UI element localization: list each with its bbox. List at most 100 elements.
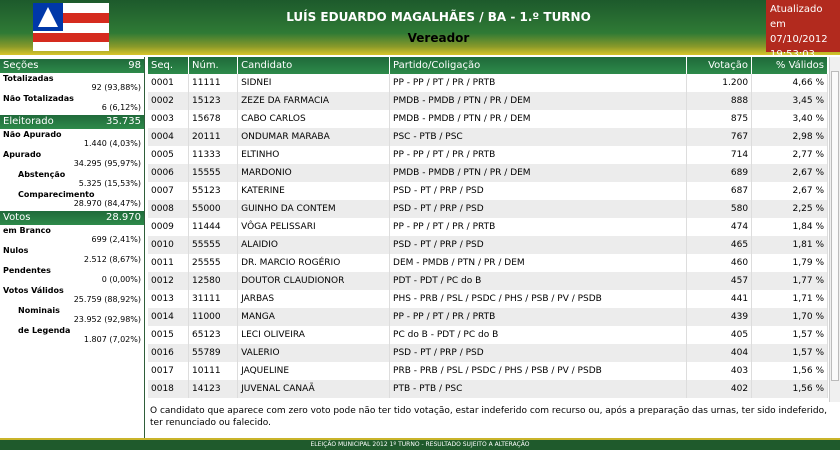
cell: 405 <box>686 326 753 344</box>
scrollbar[interactable] <box>829 57 840 402</box>
results-table: Seq. Núm. Candidato Partido/Coligação Votaçã… <box>148 57 828 398</box>
cell: PSD - PT / PRP / PSD <box>389 200 688 218</box>
update-time: 19:53:03 <box>770 49 815 60</box>
stat-label: Totalizadas <box>3 74 54 83</box>
cell: 460 <box>686 254 753 272</box>
cell: 12580 <box>188 272 239 290</box>
cell: 441 <box>686 290 753 308</box>
stat-label: Comparecimento <box>18 190 95 199</box>
stat-row: Abstenção 5.325 (15,53%) <box>0 169 144 189</box>
cell: 0016 <box>148 344 189 362</box>
cell: 1,84 % <box>751 218 828 236</box>
cell: PSD - PT / PRP / PSD <box>389 236 688 254</box>
stat-row: Não Totalizadas 6 (6,12%) <box>0 93 144 113</box>
cell: 11333 <box>188 146 239 164</box>
cell: 3,40 % <box>751 110 828 128</box>
note: O candidato que aparece com zero voto po… <box>150 406 827 428</box>
cell: PMDB - PMDB / PTN / PR / DEM <box>389 164 688 182</box>
update-box: Atualizado em 07/10/2012 19:53:03 <box>766 0 840 60</box>
cell: JARBAS <box>237 290 391 308</box>
section-header: Eleitorado 35.735 <box>0 115 144 129</box>
cell: 0018 <box>148 380 189 398</box>
stat-label: Votos Válidos <box>3 286 64 295</box>
stat-label: Não Apurado <box>3 130 62 139</box>
cell: 689 <box>686 164 753 182</box>
stat-value: 2.512 (8,67%) <box>83 255 141 264</box>
cell: JAQUELINE <box>237 362 391 380</box>
stat-value: 34.295 (95,97%) <box>73 159 141 168</box>
cell: 2,67 % <box>751 164 828 182</box>
cell: 1,57 % <box>751 326 828 344</box>
cell: ONDUMAR MARABA <box>237 128 391 146</box>
section-header: Seções 98 <box>0 59 144 73</box>
cell: PSD - PT / PRP / PSD <box>389 344 688 362</box>
cell: 55123 <box>188 182 239 200</box>
stat-value: 25.759 (88,92%) <box>73 295 141 304</box>
stat-value: 1.807 (7,02%) <box>83 335 141 344</box>
cell: 1,70 % <box>751 308 828 326</box>
cell: 404 <box>686 344 753 362</box>
cell: 0002 <box>148 92 189 110</box>
cell: 0015 <box>148 326 189 344</box>
cell: 2,25 % <box>751 200 828 218</box>
cell: PP - PP / PT / PR / PRTB <box>389 146 688 164</box>
cell: 439 <box>686 308 753 326</box>
section-header: Votos 28.970 <box>0 211 144 225</box>
section-value: 98 <box>128 60 141 71</box>
result-row: 0007 55123 KATERINE PSD - PT / PRP / PSD 687… <box>148 182 828 200</box>
cell: 1,79 % <box>751 254 828 272</box>
result-row: 0015 65123 LECI OLIVEIRA PC do B - PDT / PC… <box>148 326 828 344</box>
stat-row: Pendentes 0 (0,00%) <box>0 265 144 285</box>
result-row: 0006 15555 MARDONIO PMDB - PMDB / PTN / PR … <box>148 164 828 182</box>
result-row: 0001 11111 SIDNEI PP - PP / PT / PR / PRTB 1… <box>148 74 828 92</box>
cell: 0012 <box>148 272 189 290</box>
stat-value: 6 (6,12%) <box>101 103 141 112</box>
cell: MARDONIO <box>237 164 391 182</box>
cell: 55000 <box>188 200 239 218</box>
cell: 11111 <box>188 74 239 92</box>
stat-label: Apurado <box>3 150 42 159</box>
cell: SIDNEI <box>237 74 391 92</box>
result-row: 0003 15678 CABO CARLOS PMDB - PMDB / PTN / … <box>148 110 828 128</box>
cell: 1.200 <box>686 74 753 92</box>
cell: 11000 <box>188 308 239 326</box>
cell: KATERINE <box>237 182 391 200</box>
stat-value: 28.970 (84,47%) <box>73 199 141 208</box>
cell: 55555 <box>188 236 239 254</box>
result-row: 0004 20111 ONDUMAR MARABA PSC - PTB / PSC 76… <box>148 128 828 146</box>
cell: 888 <box>686 92 753 110</box>
cell: GUINHO DA CONTEM <box>237 200 391 218</box>
cell: 465 <box>686 236 753 254</box>
cell: 10111 <box>188 362 239 380</box>
cell: LECI OLIVEIRA <box>237 326 391 344</box>
stat-row: Comparecimento 28.970 (84,47%) <box>0 189 144 209</box>
cell: 0005 <box>148 146 189 164</box>
cell: 15123 <box>188 92 239 110</box>
result-row: 0002 15123 ZEZE DA FARMACIA PMDB - PMDB / P… <box>148 92 828 110</box>
result-row: 0011 25555 DR. MARCIO ROGÉRIO DEM - PMDB / … <box>148 254 828 272</box>
cell: PMDB - PMDB / PTN / PR / DEM <box>389 110 688 128</box>
stat-label: Não Totalizadas <box>3 94 74 103</box>
cell: PP - PP / PT / PR / PRTB <box>389 308 688 326</box>
cell: 0006 <box>148 164 189 182</box>
column-header: Votação <box>686 57 753 74</box>
section-title: Eleitorado <box>3 116 54 127</box>
stat-value: 5.325 (15,53%) <box>78 179 141 188</box>
stat-label: Nominais <box>18 306 60 315</box>
section-title: Votos <box>3 212 31 223</box>
cell: PHS - PRB / PSL / PSDC / PHS / PSB / PV … <box>389 290 688 308</box>
cell: 687 <box>686 182 753 200</box>
cell: 457 <box>686 272 753 290</box>
scroll-thumb[interactable] <box>831 71 839 381</box>
stat-row: Nominais 23.952 (92,98%) <box>0 305 144 325</box>
cell: 15555 <box>188 164 239 182</box>
cell: 0013 <box>148 290 189 308</box>
cell: 2,67 % <box>751 182 828 200</box>
result-row: 0017 10111 JAQUELINE PRB - PRB / PSL / PSDC… <box>148 362 828 380</box>
cell: 0008 <box>148 200 189 218</box>
cell: PP - PP / PT / PR / PRTB <box>389 74 688 92</box>
cell: 580 <box>686 200 753 218</box>
cell: 11444 <box>188 218 239 236</box>
cell: 15678 <box>188 110 239 128</box>
